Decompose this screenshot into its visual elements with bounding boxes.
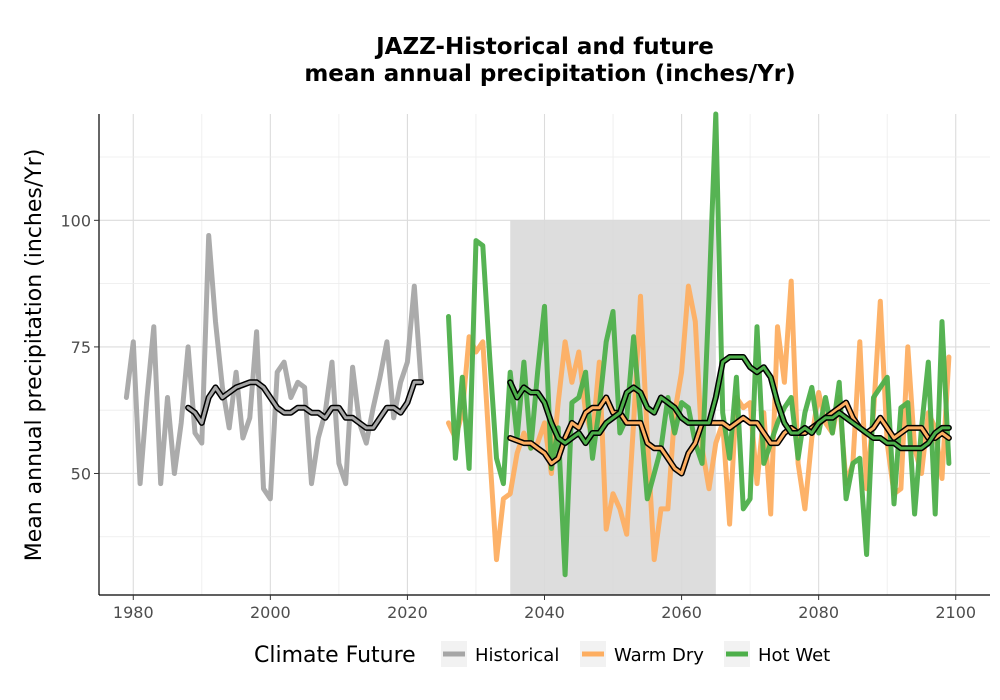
series-layer xyxy=(123,111,952,578)
y-tick-label: 50 xyxy=(71,464,91,483)
chart-title: JAZZ-Historical and future xyxy=(374,34,714,60)
x-tick-label: 2020 xyxy=(387,603,428,622)
x-tick-label: 2080 xyxy=(798,603,839,622)
series-line-historical-moving-average xyxy=(186,380,423,430)
tick-labels: 1980 2000 2020 2040 2060 2080 2100 50 75 100 xyxy=(60,211,976,622)
x-tick-label: 2040 xyxy=(524,603,565,622)
series-line-hot-wet-moving-average xyxy=(508,355,951,450)
legend-label: Warm Dry xyxy=(614,645,704,666)
y-tick-label: 75 xyxy=(71,338,91,357)
y-axis-label: Mean annual precipitation (inches/Yr) xyxy=(22,149,47,562)
legend-label: Hot Wet xyxy=(758,645,830,666)
legend: Climate Future Historical Warm Dry Hot Wet xyxy=(254,641,830,668)
series-line-hot-wet xyxy=(446,111,952,578)
legend-title: Climate Future xyxy=(254,643,416,668)
series-line-warm-dry-moving-average xyxy=(508,396,951,475)
series-line-historical xyxy=(123,233,424,502)
x-tick-label: 2100 xyxy=(935,603,976,622)
x-tick-label: 2000 xyxy=(250,603,291,622)
axes xyxy=(94,114,990,600)
chart-subtitle: mean annual precipitation (inches/Yr) xyxy=(304,61,795,87)
legend-label: Historical xyxy=(475,645,559,666)
x-tick-label: 2060 xyxy=(661,603,702,622)
x-tick-label: 1980 xyxy=(113,603,154,622)
y-tick-label: 100 xyxy=(60,211,91,230)
